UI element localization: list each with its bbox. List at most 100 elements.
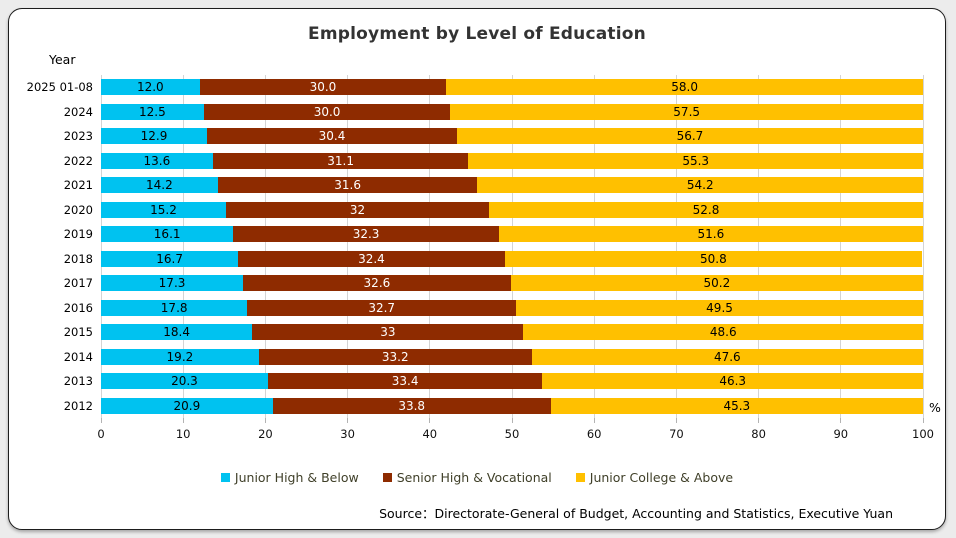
year-tick-label: 2022	[63, 153, 93, 168]
year-axis-label: Year	[49, 52, 76, 67]
legend-swatch-icon	[382, 473, 392, 482]
tick-mark	[840, 418, 842, 423]
year-tick-label: 2014	[63, 349, 93, 364]
tick-label: 50	[504, 427, 520, 441]
bar-segment: 17.8	[101, 299, 248, 316]
tick-label: 100	[912, 427, 934, 441]
bar-segment: 16.7	[101, 250, 239, 267]
stacked-bar: 13.6 31.1 55.3	[101, 152, 923, 169]
gridline	[511, 75, 513, 418]
plot-area: 12.0 30.0 58.0 12.5 30.0 57.5 12.9 30.4 56.7 13.6…	[100, 75, 924, 419]
year-tick-label: 2024	[63, 104, 93, 119]
bar-segment: 32	[225, 201, 489, 218]
bar-segment: 49.5	[516, 299, 923, 316]
year-tick-label: 2023	[63, 129, 93, 143]
bar-row: 18.4 33 48.6	[101, 320, 923, 345]
bar-segment: 30.0	[203, 103, 451, 120]
bar-segment: 30.4	[207, 128, 457, 145]
year-tick-label: 2017	[63, 276, 93, 290]
bar-row: 20.3 33.4 46.3	[101, 369, 923, 394]
bar-segment: 33.4	[267, 373, 543, 390]
bar-segment: 33.2	[258, 348, 532, 365]
bar-segment: 57.5	[450, 103, 923, 120]
bar-row: 16.7 32.4 50.8	[101, 247, 923, 272]
stacked-bar: 17.8 32.7 49.5	[101, 299, 923, 316]
bar-row: 17.3 32.6 50.2	[101, 271, 923, 296]
tick-label: 40	[422, 427, 438, 441]
bar-segment: 32.7	[247, 299, 517, 316]
bar-segment: 16.1	[101, 226, 234, 243]
bar-row: 19.2 33.2 47.6	[101, 345, 923, 370]
source-note: Source：Directorate-General of Budget, Ac…	[379, 506, 893, 521]
bar-segment: 20.3	[101, 373, 268, 390]
tick-mark	[347, 418, 349, 423]
gridline	[182, 75, 184, 418]
bar-segment: 18.4	[101, 324, 253, 341]
bar-segment: 48.6	[523, 324, 923, 341]
gridline	[347, 75, 349, 418]
legend-swatch-icon	[575, 473, 585, 482]
stacked-bar: 16.1 32.3 51.6	[101, 226, 923, 243]
bar-segment: 32.4	[238, 250, 505, 267]
tick-label: 60	[586, 427, 602, 441]
bar-segment: 12.0	[101, 79, 200, 96]
gridline	[264, 75, 266, 418]
tick-label: 10	[175, 427, 191, 441]
tick-mark	[264, 418, 266, 423]
bar-segment: 33	[252, 324, 524, 341]
bar-segment: 17.3	[101, 275, 244, 292]
bar-segment: 50.2	[510, 275, 923, 292]
year-tick-label: 2013	[63, 374, 93, 388]
chart-title: Employment by Level of Education	[308, 24, 646, 44]
bar-segment: 50.8	[504, 250, 923, 267]
bar-row: 12.0 30.0 58.0	[101, 75, 923, 100]
stacked-bar: 14.2 31.6 54.2	[101, 177, 923, 194]
stacked-bar: 15.2 32 52.8	[101, 201, 923, 218]
bar-segment: 15.2	[101, 201, 226, 218]
value-axis: 0 10 20 30 40 50 60 70 80 90 100	[97, 418, 934, 448]
tick-mark	[922, 418, 924, 423]
bar-row: 13.6 31.1 55.3	[101, 149, 923, 174]
bar-segment: 31.1	[212, 152, 469, 169]
tick-mark	[429, 418, 431, 423]
year-tick-label: 2021	[63, 178, 93, 192]
bar-segment: 51.6	[498, 226, 923, 243]
legend: Junior High & Below Senior High & Vocatio…	[9, 470, 945, 485]
bar-row: 20.9 33.8 45.3	[101, 394, 923, 419]
percent-unit-label: %	[929, 400, 941, 415]
tick-label: 70	[669, 427, 684, 441]
stacked-bar: 18.4 33 48.6	[101, 324, 923, 341]
bar-row: 15.2 32 52.8	[101, 198, 923, 223]
stacked-bar: 19.2 33.2 47.6	[101, 348, 923, 365]
tick-label: 80	[751, 427, 766, 441]
bar-row: 16.1 32.3 51.6	[101, 222, 923, 247]
legend-swatch-icon	[220, 473, 230, 482]
tick-mark	[182, 418, 184, 423]
bar-segment: 12.9	[101, 128, 208, 145]
bar-segment: 13.6	[101, 152, 213, 169]
bar-row: 17.8 32.7 49.5	[101, 296, 923, 321]
bar-segment: 31.6	[217, 177, 478, 194]
year-tick-label: 2019	[63, 227, 93, 241]
legend-item: Junior College & Above	[575, 470, 733, 485]
bar-segment: 46.3	[542, 373, 923, 390]
bar-segment: 19.2	[101, 348, 259, 365]
bar-segment: 58.0	[446, 79, 923, 96]
stacked-bar: 12.9 30.4 56.7	[101, 128, 923, 145]
stacked-bar: 12.5 30.0 57.5	[101, 103, 923, 120]
bar-segment: 32.6	[243, 275, 511, 292]
year-tick-label: 2016	[63, 300, 93, 315]
legend-label: Junior High & Below	[234, 470, 359, 485]
stacked-bar: 20.9 33.8 45.3	[101, 397, 923, 414]
bar-segment: 12.5	[101, 103, 204, 120]
legend-label: Senior High & Vocational	[396, 470, 552, 485]
legend-item: Junior High & Below	[220, 470, 359, 485]
bar-segment: 32.3	[233, 226, 499, 243]
bar-segment: 56.7	[456, 128, 923, 145]
bar-segment: 14.2	[101, 177, 218, 194]
tick-mark	[758, 418, 760, 423]
tick-label: 30	[340, 427, 355, 441]
bar-segment: 30.0	[199, 79, 447, 96]
gridline	[840, 75, 842, 418]
gridline	[593, 75, 595, 418]
